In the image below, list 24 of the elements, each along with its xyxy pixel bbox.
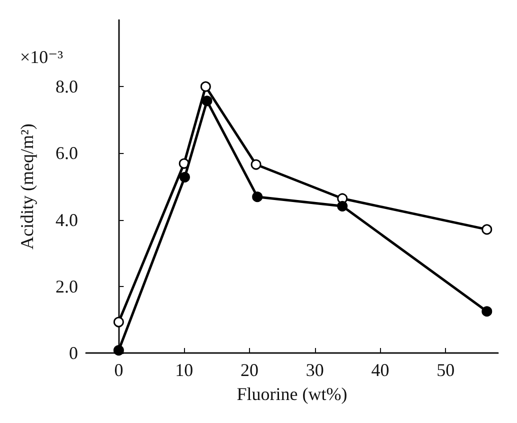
- y-axis-title: Acidity (meq/m²): [17, 124, 37, 250]
- text: ×10⁻³: [20, 47, 64, 67]
- point: [250, 159, 262, 170]
- point: [202, 96, 212, 106]
- point: [113, 316, 124, 328]
- point: [113, 345, 124, 356]
- y-tick-label: 4.0: [56, 210, 78, 230]
- x-tick-label: 40: [371, 360, 390, 380]
- x-tick-label: 30: [306, 360, 324, 380]
- point: [482, 224, 492, 235]
- x-tick-label: 0: [114, 360, 124, 380]
- point: [252, 192, 263, 202]
- point: [482, 306, 492, 317]
- y-tick-label: 0: [69, 343, 78, 363]
- x-axis-title: Fluorine (wt%): [236, 384, 348, 404]
- x-tick-label: 10: [175, 360, 194, 380]
- y-tick-label: 2.0: [56, 276, 78, 296]
- y-tick-label: 6.0: [56, 143, 78, 164]
- x-tick-label: 50: [436, 360, 455, 380]
- point: [180, 172, 190, 182]
- point: [200, 81, 211, 92]
- y-tick-label: 8.0: [56, 76, 78, 97]
- x-tick-label: 20: [240, 360, 258, 380]
- point: [337, 200, 348, 212]
